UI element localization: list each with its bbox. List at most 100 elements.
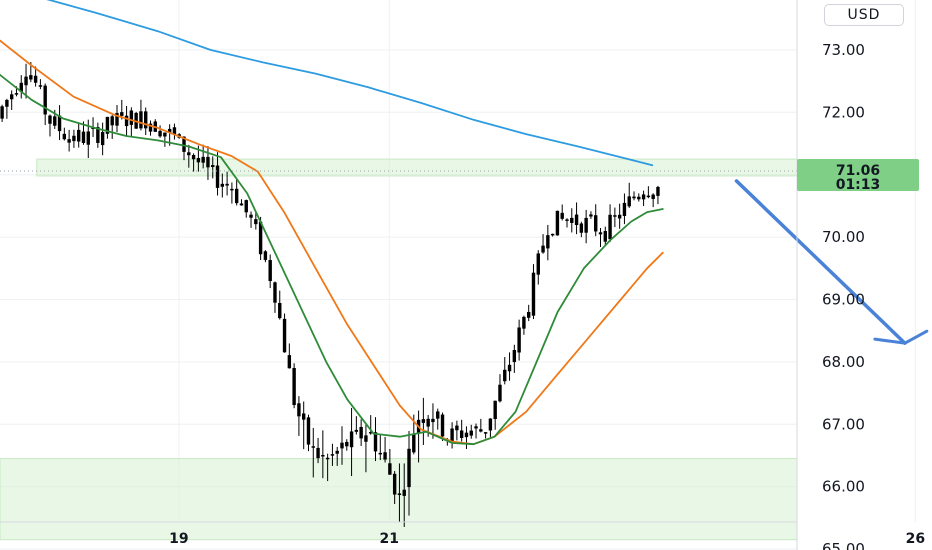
candle-body bbox=[268, 260, 272, 282]
moving-average-lines bbox=[0, 0, 664, 446]
candle-body bbox=[402, 489, 406, 496]
candlestick-series bbox=[0, 62, 660, 527]
candle-body bbox=[584, 217, 588, 233]
candle-body bbox=[555, 210, 560, 236]
candle-body bbox=[244, 200, 248, 213]
candle-body bbox=[172, 127, 177, 135]
projection-arrow bbox=[734, 179, 929, 345]
candle-body bbox=[5, 99, 9, 107]
candle-body bbox=[220, 183, 225, 187]
candle-body bbox=[455, 425, 459, 431]
candle-body bbox=[100, 132, 105, 146]
candle-body bbox=[201, 156, 205, 163]
price-tag-timer: 01:13 bbox=[836, 177, 881, 193]
candle-body bbox=[76, 129, 81, 142]
candle-body bbox=[48, 115, 52, 124]
candle-body bbox=[378, 452, 382, 455]
time-axis[interactable]: 19 21 26 bbox=[169, 531, 925, 547]
candle-body bbox=[14, 93, 19, 95]
candle-body bbox=[139, 111, 143, 129]
candle-body bbox=[503, 369, 507, 382]
price-tick-label: 69.00 bbox=[822, 290, 865, 308]
candle-body bbox=[407, 448, 411, 488]
candle-body bbox=[330, 454, 335, 456]
arrow-shaft bbox=[734, 179, 907, 345]
time-tick-label: 26 bbox=[906, 531, 925, 547]
time-tick-label: 21 bbox=[380, 531, 399, 547]
price-tick-label: 67.00 bbox=[822, 415, 865, 433]
candle-body bbox=[383, 452, 387, 460]
candle-body bbox=[627, 196, 631, 207]
candle-body bbox=[325, 457, 330, 460]
candle-body bbox=[234, 188, 239, 204]
candle-body bbox=[254, 219, 258, 225]
candle-body bbox=[550, 233, 555, 236]
candle-body bbox=[364, 435, 368, 442]
candle-body bbox=[651, 194, 655, 200]
candle-body bbox=[507, 364, 512, 372]
candle-body bbox=[613, 215, 617, 217]
candle-body bbox=[369, 431, 373, 434]
candle-body bbox=[574, 214, 579, 226]
candle-body bbox=[392, 473, 397, 495]
candle-body bbox=[589, 214, 593, 217]
candle-body bbox=[450, 428, 454, 442]
candle-body bbox=[57, 115, 62, 132]
candle-body bbox=[163, 132, 167, 137]
candle-body bbox=[560, 212, 564, 219]
candle-body bbox=[493, 400, 497, 419]
candle-body bbox=[115, 113, 119, 126]
candle-body bbox=[522, 316, 526, 329]
candle-body bbox=[622, 202, 627, 216]
candle-body bbox=[479, 429, 483, 432]
candle-body bbox=[278, 302, 282, 319]
candle-body bbox=[182, 136, 186, 152]
candle-body bbox=[306, 417, 311, 445]
price-tag-value: 71.06 bbox=[836, 163, 880, 179]
currency-button[interactable]: USD bbox=[824, 4, 904, 26]
candle-body bbox=[498, 384, 502, 402]
candle-body bbox=[33, 75, 38, 83]
candle-body bbox=[105, 116, 110, 134]
demand-supply-zones bbox=[0, 158, 798, 541]
candle-body bbox=[297, 403, 301, 417]
moving-average-green bbox=[0, 73, 664, 446]
candle-body bbox=[215, 165, 220, 188]
arrow-head bbox=[873, 329, 929, 345]
price-tick-label: 72.00 bbox=[822, 103, 865, 121]
candle-body bbox=[436, 411, 440, 419]
candle-body bbox=[646, 195, 651, 198]
candle-body bbox=[249, 214, 253, 218]
candle-body bbox=[167, 128, 172, 133]
price-tag-background bbox=[797, 158, 919, 191]
price-zone bbox=[0, 458, 798, 541]
price-axis[interactable]: 73.0072.0071.0070.0069.0068.0067.0066.00… bbox=[822, 41, 865, 550]
candle-body bbox=[72, 135, 76, 142]
candle-body bbox=[191, 155, 196, 160]
candle-body bbox=[359, 426, 363, 439]
candle-body bbox=[373, 432, 378, 452]
candle-body bbox=[211, 165, 215, 168]
candle-body bbox=[311, 446, 315, 448]
candle-body bbox=[29, 75, 33, 80]
candle-body bbox=[81, 131, 86, 144]
candle-body bbox=[96, 127, 100, 143]
candle-body bbox=[517, 327, 521, 353]
price-tick-label: 68.00 bbox=[822, 353, 865, 371]
candle-body bbox=[464, 432, 469, 438]
candle-body bbox=[196, 158, 201, 163]
candle-body bbox=[144, 111, 148, 129]
candle-body bbox=[345, 441, 349, 447]
candle-body bbox=[397, 493, 402, 496]
candle-body bbox=[340, 442, 344, 449]
candle-body bbox=[230, 188, 234, 191]
candle-body bbox=[469, 430, 473, 436]
time-tick-label: 19 bbox=[169, 531, 188, 547]
candle-body bbox=[273, 282, 277, 303]
price-tick-label: 73.00 bbox=[822, 41, 865, 59]
candle-body bbox=[412, 433, 416, 453]
candle-body bbox=[617, 214, 622, 219]
candle-body bbox=[148, 123, 153, 132]
candle-body bbox=[206, 156, 210, 168]
